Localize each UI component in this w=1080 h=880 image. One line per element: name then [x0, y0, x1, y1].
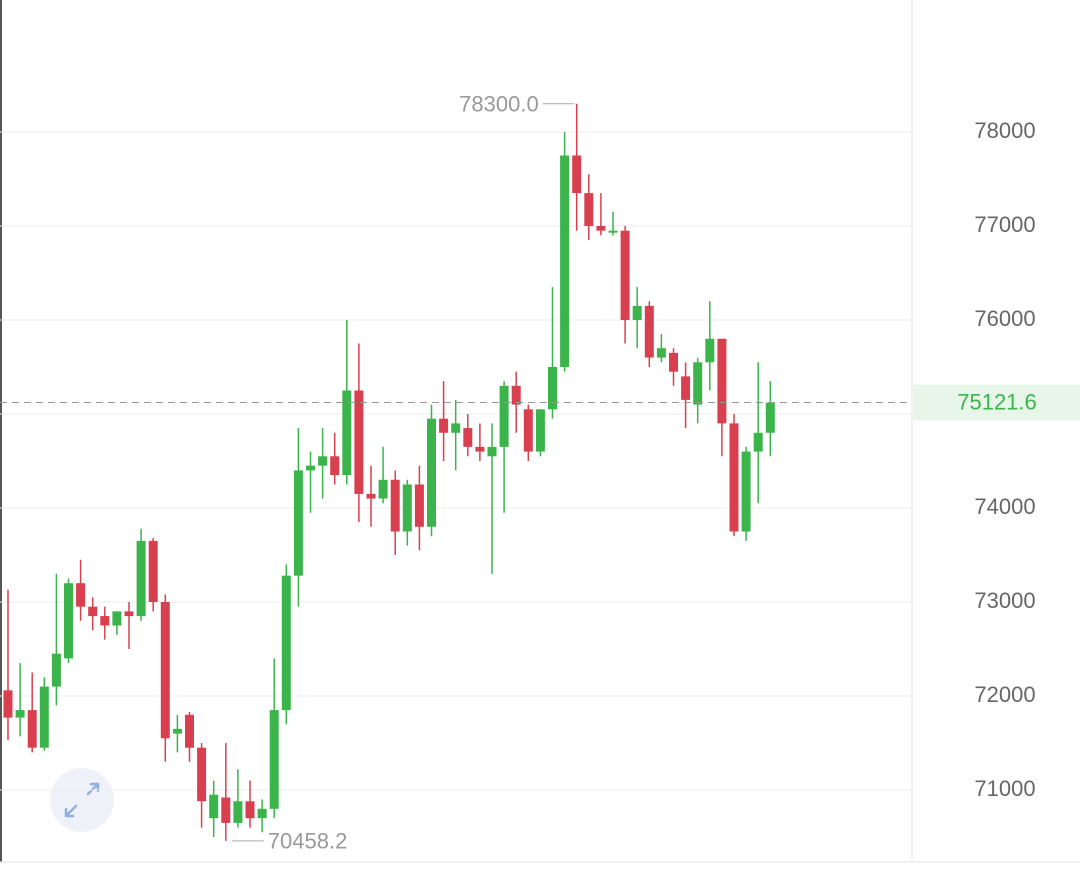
candle-body	[185, 714, 194, 748]
min-label: 70458.2	[268, 829, 348, 854]
expand-button[interactable]	[50, 768, 114, 832]
candle-body	[765, 402, 775, 433]
candle-body	[197, 747, 207, 802]
candle-body	[717, 338, 727, 424]
candle-body	[535, 409, 545, 452]
y-tick-label: 72000	[974, 682, 1035, 707]
candle-body	[64, 583, 73, 659]
candle-body	[511, 385, 521, 405]
candle-body	[76, 583, 86, 607]
candle-body	[342, 390, 352, 476]
candle-body	[27, 710, 37, 748]
candle-body	[100, 616, 110, 626]
candle-body	[753, 432, 763, 452]
candle-body	[560, 155, 570, 367]
y-tick-label: 71000	[974, 776, 1035, 801]
candle-body	[596, 225, 606, 231]
candle-body	[148, 540, 158, 602]
candle-body	[475, 446, 485, 452]
candle-body	[209, 794, 219, 819]
candle-body	[572, 155, 582, 194]
candle-body	[741, 451, 751, 532]
candle-body	[548, 366, 557, 410]
candle-body	[656, 348, 666, 358]
candle-body	[88, 606, 98, 617]
y-tick-label: 74000	[974, 494, 1035, 519]
candle-body	[160, 601, 170, 739]
max-label: 78300.0	[459, 92, 539, 117]
candle-body	[257, 808, 267, 819]
candle-body	[414, 484, 424, 527]
y-tick-label: 77000	[974, 212, 1035, 237]
candle-body	[608, 230, 618, 233]
y-tick-label: 76000	[974, 306, 1035, 331]
expand-circle[interactable]	[50, 768, 114, 832]
candle-body	[681, 376, 691, 400]
candle-body	[136, 540, 146, 617]
candle-body	[15, 710, 25, 718]
last-price-label: 75121.6	[957, 389, 1037, 414]
candle-body	[523, 409, 533, 452]
candle-body	[669, 352, 678, 372]
candle-body	[729, 423, 739, 532]
candle-body	[172, 728, 182, 734]
candle-body	[632, 305, 642, 320]
candle-body	[402, 484, 412, 532]
candle-body	[439, 418, 449, 433]
candle-body	[233, 801, 243, 823]
candle-body	[269, 710, 279, 809]
candle-body	[221, 797, 231, 823]
last-price-box	[913, 384, 1080, 421]
expand-icon[interactable]	[64, 782, 100, 818]
candle-body	[584, 193, 594, 226]
candle-body	[366, 493, 376, 499]
candle-body	[705, 338, 715, 363]
candle-body	[620, 230, 630, 320]
candle-body	[39, 686, 49, 748]
candle-body	[318, 456, 328, 466]
candle-body	[354, 390, 364, 494]
candle-body	[693, 362, 703, 405]
candle-body	[281, 575, 291, 711]
candle-body	[245, 801, 255, 819]
candle-body	[293, 470, 303, 576]
candle-body	[378, 479, 388, 499]
y-tick-label: 78000	[974, 118, 1035, 143]
candle-body	[487, 446, 497, 457]
candle-body	[330, 456, 340, 476]
candle-body	[463, 428, 473, 447]
candle-body	[112, 611, 122, 626]
candle-body	[51, 653, 61, 687]
candle-body	[124, 611, 134, 617]
candle-body	[644, 305, 654, 358]
candle-body	[3, 690, 13, 718]
candle-body	[427, 418, 436, 527]
candle-body	[306, 465, 315, 471]
candle-body	[390, 479, 400, 532]
y-tick-label: 73000	[974, 588, 1035, 613]
candle-body	[499, 385, 509, 447]
candle-body	[451, 423, 461, 433]
